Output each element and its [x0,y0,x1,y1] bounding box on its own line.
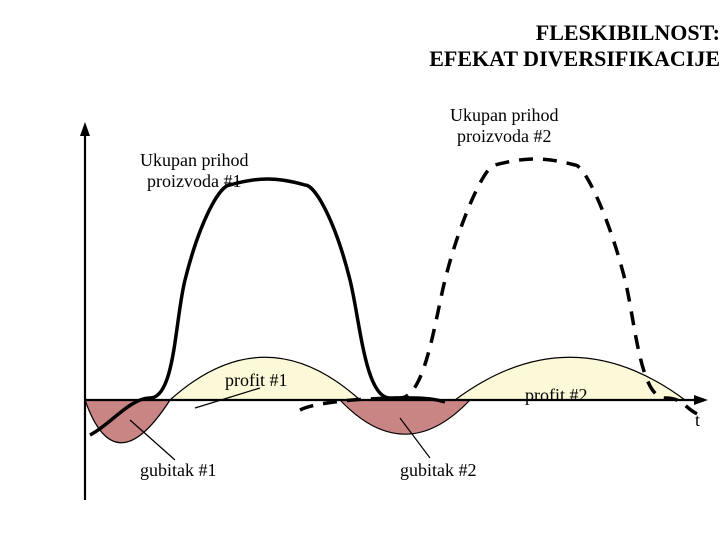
diversification-chart [0,0,720,540]
label-ukupan-1: Ukupan prihod proizvoda #1 [140,150,248,192]
label-gubitak-2: gubitak #2 [400,460,477,481]
label-ukupan-2: Ukupan prihod proizvoda #2 [450,105,558,147]
label-gubitak-1: gubitak #1 [140,460,217,481]
label-profit-1: profit #1 [225,370,288,391]
x-axis-label: t [695,410,700,431]
label-profit-2: profit #2 [525,385,588,406]
